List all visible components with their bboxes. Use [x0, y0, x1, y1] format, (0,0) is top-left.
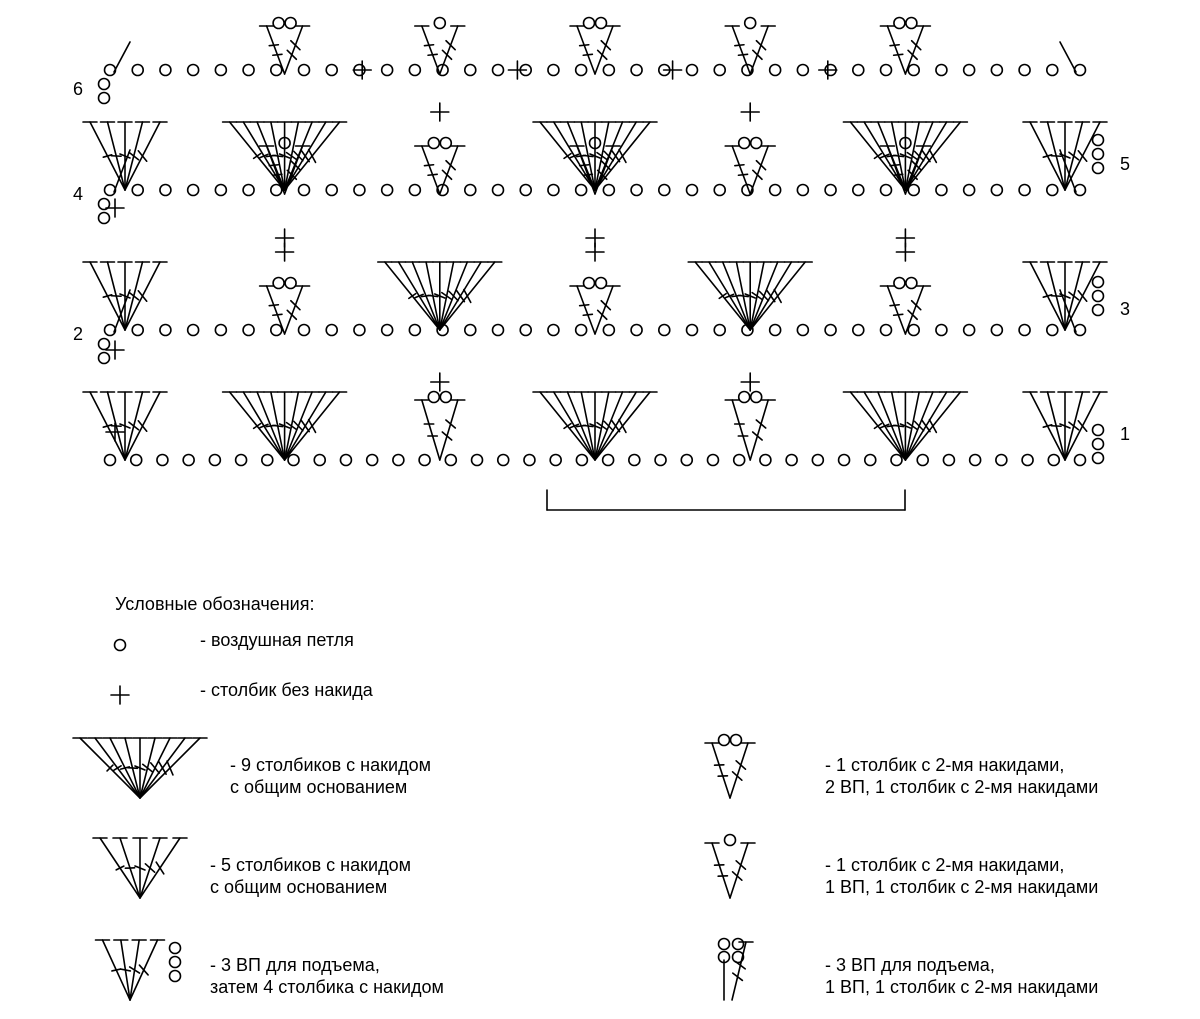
svg-text:3: 3	[1120, 299, 1130, 319]
fan9	[73, 738, 207, 798]
fan5	[1023, 122, 1107, 190]
row-4	[99, 138, 1086, 248]
fan9	[223, 392, 347, 460]
legend-item-v2ch: - 1 столбик с 2-мя накидами,2 ВП, 1 стол…	[705, 735, 1098, 799]
svg-text:затем 4 столбика с накидом: затем 4 столбика с накидом	[210, 977, 444, 997]
row-6	[99, 18, 1086, 104]
row-1	[83, 373, 1107, 464]
svg-text:- 1 столбик с 2-мя накидами,: - 1 столбик с 2-мя накидами,	[825, 755, 1064, 775]
svg-text:- 3 ВП для подъема,: - 3 ВП для подъема,	[210, 955, 380, 975]
svg-text:4: 4	[73, 184, 83, 204]
svg-text:2: 2	[73, 324, 83, 344]
fan9	[223, 122, 347, 190]
svg-text:1: 1	[1120, 424, 1130, 444]
diagram-svg: 1 2 3 4 5 6 Условные обозначения: - воздушная п…	[0, 0, 1200, 1019]
chart: 1 2 3 4 5 6	[73, 18, 1130, 511]
legend-item-turn4dc: - 3 ВП для подъема,затем 4 столбика с на…	[96, 940, 444, 1000]
row-3	[83, 243, 1107, 359]
fan9	[688, 262, 812, 330]
svg-text:1 ВП, 1 столбик с 2-мя накидам: 1 ВП, 1 столбик с 2-мя накидами	[825, 877, 1098, 897]
fan5	[93, 838, 187, 898]
fan5	[83, 122, 167, 190]
legend-title: Условные обозначения:	[115, 594, 314, 614]
svg-text:- столбик без накида: - столбик без накида	[200, 680, 374, 700]
legend-item-v1ch: - 1 столбик с 2-мя накидами,1 ВП, 1 стол…	[705, 835, 1098, 899]
svg-text:- 3 ВП для подъема,: - 3 ВП для подъема,	[825, 955, 995, 975]
svg-text:- 9 столбиков с накидом: - 9 столбиков с накидом	[230, 755, 431, 775]
svg-text:- воздушная петля: - воздушная петля	[200, 630, 354, 650]
legend-item-fan5: - 5 столбиков с накидомс общим основание…	[93, 838, 411, 898]
fan4	[96, 940, 165, 1000]
fan5	[83, 262, 167, 330]
crochet-diagram: 1 2 3 4 5 6 Условные обозначения: - воздушная п…	[0, 0, 1200, 1019]
fan9	[843, 122, 967, 190]
legend-item-fan9: - 9 столбиков с накидомс общим основание…	[73, 738, 431, 798]
svg-text:6: 6	[73, 79, 83, 99]
row-2	[99, 278, 1086, 364]
legend: Условные обозначения: - воздушная петля - …	[73, 594, 1098, 1000]
fan9	[843, 392, 967, 460]
svg-text:с общим основанием: с общим основанием	[230, 777, 407, 797]
v-stitch	[725, 392, 775, 461]
svg-text:5: 5	[1120, 154, 1130, 174]
legend-item-sc: - столбик без накида	[111, 680, 374, 704]
fan9	[533, 122, 657, 190]
svg-text:- 1 столбик с 2-мя накидами,: - 1 столбик с 2-мя накидами,	[825, 855, 1064, 875]
fan9	[378, 262, 502, 330]
svg-text:1 ВП, 1 столбик с 2-мя накидам: 1 ВП, 1 столбик с 2-мя накидами	[825, 977, 1098, 997]
v-stitch	[415, 392, 465, 461]
v-stitch	[705, 835, 755, 899]
fan5	[83, 392, 167, 460]
svg-text:с общим основанием: с общим основанием	[210, 877, 387, 897]
row-5	[83, 103, 1107, 217]
fan5	[1023, 262, 1107, 330]
legend-item-turn_tr: - 3 ВП для подъема,1 ВП, 1 столбик с 2-м…	[719, 939, 1099, 1001]
v-stitch	[705, 735, 755, 799]
legend-item-chain: - воздушная петля	[115, 630, 354, 651]
repeat-bracket	[547, 490, 905, 510]
fan9	[533, 392, 657, 460]
svg-text:2 ВП, 1 столбик с 2-мя накидам: 2 ВП, 1 столбик с 2-мя накидами	[825, 777, 1098, 797]
row-labels: 1 2 3 4 5 6	[73, 79, 1130, 444]
svg-text:- 5 столбиков с накидом: - 5 столбиков с накидом	[210, 855, 411, 875]
